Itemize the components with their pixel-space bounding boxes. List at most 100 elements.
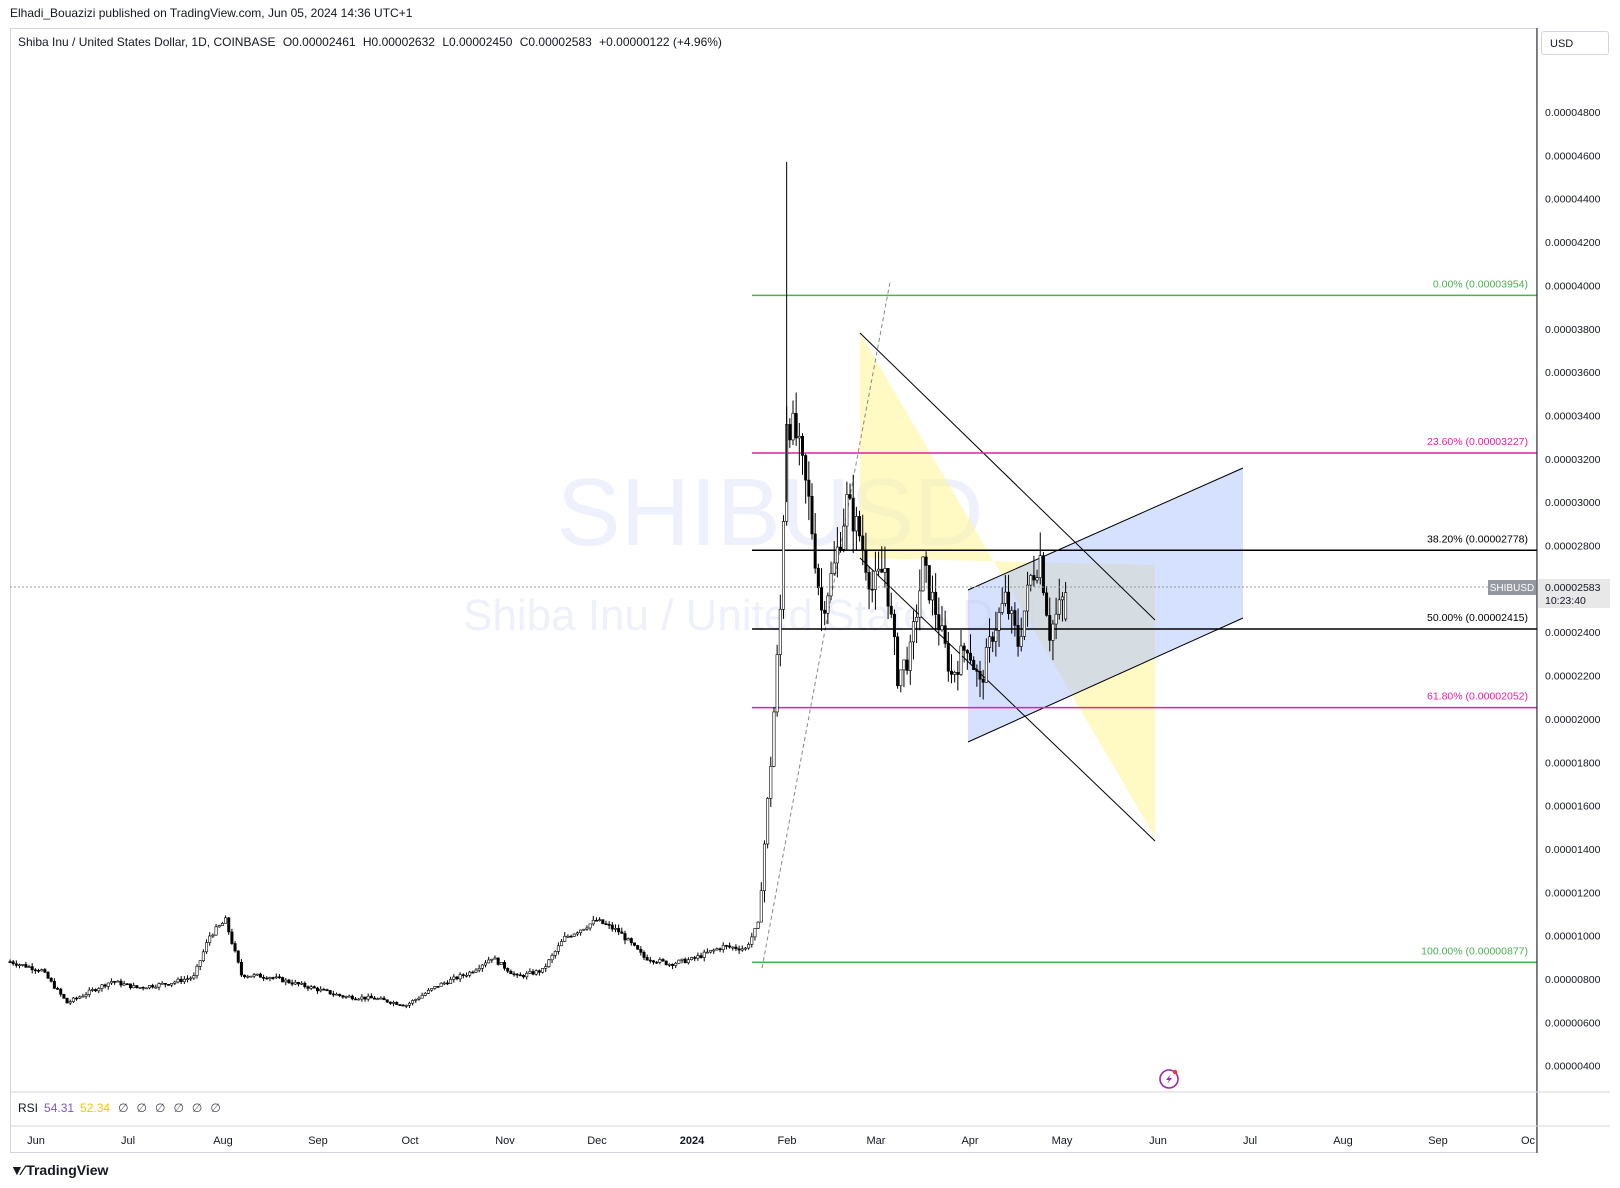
candle-body (65, 997, 69, 1004)
candle-body (411, 1000, 415, 1004)
candle-body (296, 981, 300, 985)
candle-body (113, 981, 117, 983)
candle-body (959, 645, 963, 675)
candle-body (636, 945, 640, 950)
candle-body (274, 976, 278, 979)
lightning-alert-icon[interactable] (1159, 1069, 1179, 1089)
candle-body (445, 982, 449, 985)
candle-body (433, 986, 437, 989)
y-tick-label: 0.00002200 (1545, 671, 1601, 683)
x-tick-label: Apr (961, 1135, 978, 1147)
candle-body (899, 669, 903, 687)
candle-body (458, 974, 462, 980)
candle-body (160, 982, 164, 985)
candle-body (794, 412, 798, 439)
candle-body (762, 843, 766, 891)
rsi-na-4: ∅ (173, 1101, 184, 1115)
candle-body (563, 935, 567, 942)
candle-body (350, 995, 354, 1000)
falling-channel-bottom[interactable] (859, 557, 1156, 842)
candle-body (750, 936, 754, 945)
candle-body (851, 497, 855, 532)
candle-body (401, 1004, 405, 1007)
candle-body (712, 949, 716, 952)
candle-body (128, 983, 132, 989)
candle-body (737, 948, 741, 951)
candle-body (84, 994, 88, 997)
candle-body (426, 989, 430, 994)
candle-body (21, 964, 25, 966)
legend-symbol: Shiba Inu / United States Dollar, 1D, CO… (18, 35, 276, 49)
candle-body (807, 479, 811, 497)
candle-body (449, 979, 453, 984)
candle-body (151, 985, 155, 988)
y-tick-label: 0.00002400 (1545, 627, 1601, 639)
candle-body (43, 969, 47, 973)
candle-body (781, 521, 785, 610)
candle-body (632, 942, 636, 946)
candle-body (1035, 577, 1039, 581)
candle-body (639, 949, 643, 953)
fib-trend-line[interactable] (761, 281, 891, 969)
candle-body (14, 963, 18, 966)
candle-body (756, 921, 760, 929)
falling-channel-top[interactable] (859, 332, 1156, 621)
x-tick-label: 2024 (680, 1135, 705, 1147)
candle-body (233, 943, 237, 952)
candle-body (24, 964, 28, 968)
rsi-legend[interactable]: RSI 54.31 52.34 ∅ ∅ ∅ ∅ ∅ ∅ (18, 1101, 221, 1115)
candle-body (154, 986, 158, 989)
candle-body (870, 588, 874, 591)
tradingview-logo[interactable]: ▼∕ TradingView (10, 1162, 108, 1178)
y-tick-label: 0.00004200 (1545, 237, 1601, 249)
candle-body (455, 976, 459, 980)
candle-body (506, 968, 510, 972)
candle-body (556, 945, 560, 952)
candle-body (392, 1001, 396, 1004)
candle-body (775, 654, 779, 713)
candle-body (797, 436, 801, 439)
candle-body (585, 927, 589, 930)
candle-body (547, 959, 551, 967)
candle-body (138, 986, 142, 989)
candle-body (496, 957, 500, 965)
candle-body (804, 455, 808, 481)
candle-body (243, 974, 247, 978)
candle-body (430, 988, 434, 991)
candle-body (8, 961, 12, 963)
candle-body (1022, 610, 1026, 637)
y-tick-label: 0.00004600 (1545, 150, 1601, 162)
candle-body (398, 1004, 402, 1006)
candle-body (103, 984, 107, 987)
candle-body (972, 659, 976, 670)
candle-body (300, 982, 304, 985)
candle-body (122, 983, 126, 986)
x-tick-label: May (1052, 1135, 1073, 1147)
candle-body (800, 436, 804, 456)
rising-channel-zone[interactable] (968, 468, 1243, 742)
candle-body (119, 980, 123, 986)
candle-body (582, 928, 586, 931)
candle-body (461, 974, 465, 976)
rsi-na-1: ∅ (118, 1101, 129, 1115)
candle-body (1029, 575, 1033, 586)
candle-body (224, 917, 228, 924)
candle-body (90, 989, 94, 991)
candle-body (132, 985, 136, 989)
candle-body (667, 964, 671, 966)
candle-body (813, 533, 817, 569)
candle-body (192, 975, 196, 979)
candle-body (354, 998, 358, 1001)
candle-body (778, 609, 782, 655)
rising-channel-top[interactable] (967, 467, 1244, 591)
candle-body (439, 982, 443, 987)
publisher-line: Elhadi_Bouazizi published on TradingView… (10, 6, 413, 20)
currency-button[interactable]: USD (1541, 31, 1609, 55)
candle-body (1051, 623, 1055, 641)
candle-body (531, 971, 535, 975)
candle-body (743, 947, 747, 950)
symbol-legend[interactable]: Shiba Inu / United States Dollar, 1D, CO… (18, 35, 726, 49)
candle-body (189, 977, 193, 980)
rising-channel-bottom[interactable] (967, 617, 1244, 743)
